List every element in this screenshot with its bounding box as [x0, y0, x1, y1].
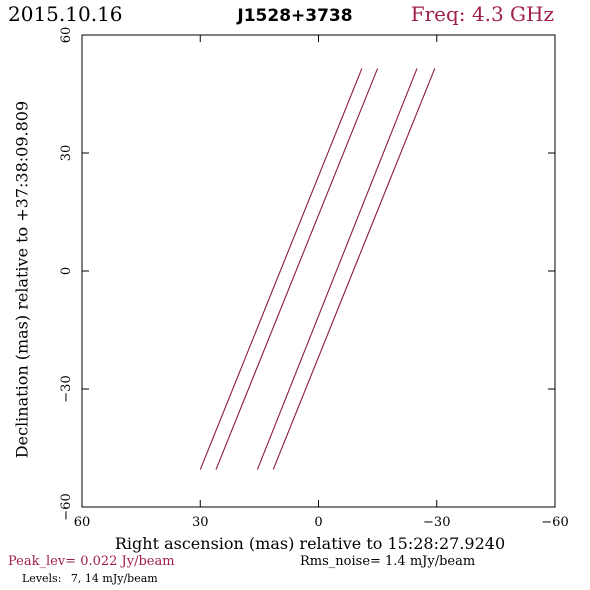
rms-noise: Rms_noise= 1.4 mJy/beam: [300, 554, 476, 569]
x-tick-label: −60: [541, 515, 568, 530]
contour-line-3: [256, 68, 418, 470]
y-tick-label: 60: [59, 27, 74, 44]
y-tick-label: 30: [59, 145, 74, 162]
frequency-label: Freq: 4.3 GHz: [410, 2, 554, 26]
y-tick-label: −30: [59, 375, 74, 402]
x-tick-label: −30: [423, 515, 450, 530]
y-tick-label: 0: [59, 267, 74, 275]
x-tick-label: 0: [314, 515, 322, 530]
tick-labels: 60 30 0 −30 −60 −60 −30 0 30 60: [59, 27, 569, 530]
x-tick-label: 30: [192, 515, 209, 530]
x-axis-label: Right ascension (mas) relative to 15:28:…: [114, 534, 506, 553]
contour-line-4: [272, 68, 436, 470]
tick-marks: [81, 34, 556, 508]
levels-values: 7, 14 mJy/beam: [70, 572, 158, 585]
contour-lines: [199, 68, 436, 470]
date-label: 2015.10.16: [8, 2, 123, 26]
source-name: J1528+3738: [237, 6, 353, 26]
contour-line-1: [199, 68, 363, 470]
x-tick-label: 60: [74, 515, 91, 530]
y-axis-label: Declination (mas) relative to +37:38:09.…: [12, 100, 32, 459]
contour-line-2: [215, 68, 379, 470]
plot-frame: [81, 34, 556, 508]
levels-line: Levels: 7, 14 mJy/beam: [22, 572, 164, 585]
levels-label: Levels:: [22, 572, 62, 585]
plot-axes: [81, 34, 556, 508]
peak-level: Peak_lev= 0.022 Jy/beam: [8, 554, 175, 569]
y-tick-label: −60: [59, 493, 74, 520]
